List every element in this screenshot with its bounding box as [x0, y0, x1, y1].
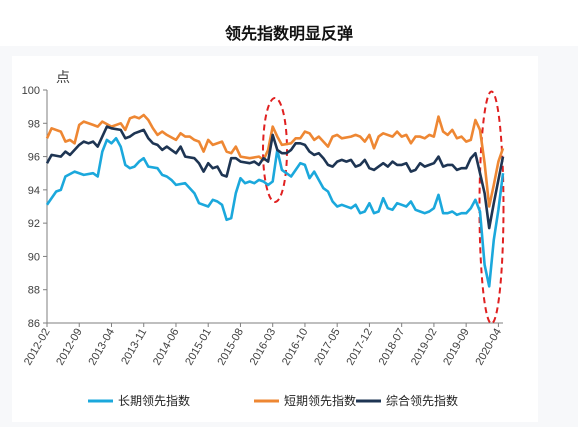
- x-tick-label: 2019-02: [409, 327, 440, 368]
- legend-label: 长期领先指数: [118, 393, 190, 408]
- x-tick-label: 2017-05: [312, 327, 343, 368]
- chart-title: 领先指数明显反弹: [224, 24, 353, 43]
- highlight-ellipses: [262, 90, 505, 325]
- x-tick-label: 2012-09: [54, 327, 85, 368]
- x-tick-label: 2013-04: [87, 327, 118, 368]
- series-line-1: [45, 137, 505, 288]
- series-lines: [45, 113, 505, 288]
- y-tick-label: 98: [28, 118, 40, 130]
- y-tick-label: 92: [28, 218, 40, 230]
- y-unit-label: 点: [56, 70, 70, 86]
- series-line-3: [45, 125, 505, 230]
- y-tick-label: 100: [22, 85, 40, 97]
- x-tick-label: 2015-08: [215, 327, 246, 368]
- x-tick-label: 2018-07: [377, 327, 408, 368]
- y-tick-label: 86: [28, 318, 40, 330]
- highlight-ellipse: [262, 97, 288, 203]
- x-tick-label: 2014-06: [151, 327, 182, 368]
- x-tick-label: 2013-11: [119, 327, 149, 367]
- y-tick-label: 90: [28, 251, 40, 263]
- legend-label: 短期领先指数: [284, 393, 356, 408]
- x-tick-label: 2017-12: [344, 327, 375, 368]
- series-line-2: [45, 113, 505, 208]
- x-tick-label: 2020-04: [473, 326, 504, 367]
- x-tick-label: 2012-02: [22, 327, 53, 368]
- x-tick-label: 2015-01: [183, 327, 214, 368]
- x-tick-label: 2016-03: [248, 327, 279, 368]
- y-tick-label: 94: [28, 185, 40, 197]
- x-tick-label: 2019-09: [441, 327, 472, 368]
- chart-area: [12, 56, 538, 422]
- y-tick-label: 96: [28, 152, 40, 164]
- y-tick-label: 88: [28, 285, 40, 297]
- chart-legend: 长期领先指数 短期领先指数 综合领先指数: [88, 393, 458, 408]
- legend-label: 综合领先指数: [386, 393, 458, 408]
- x-tick-label: 2016-10: [280, 327, 311, 368]
